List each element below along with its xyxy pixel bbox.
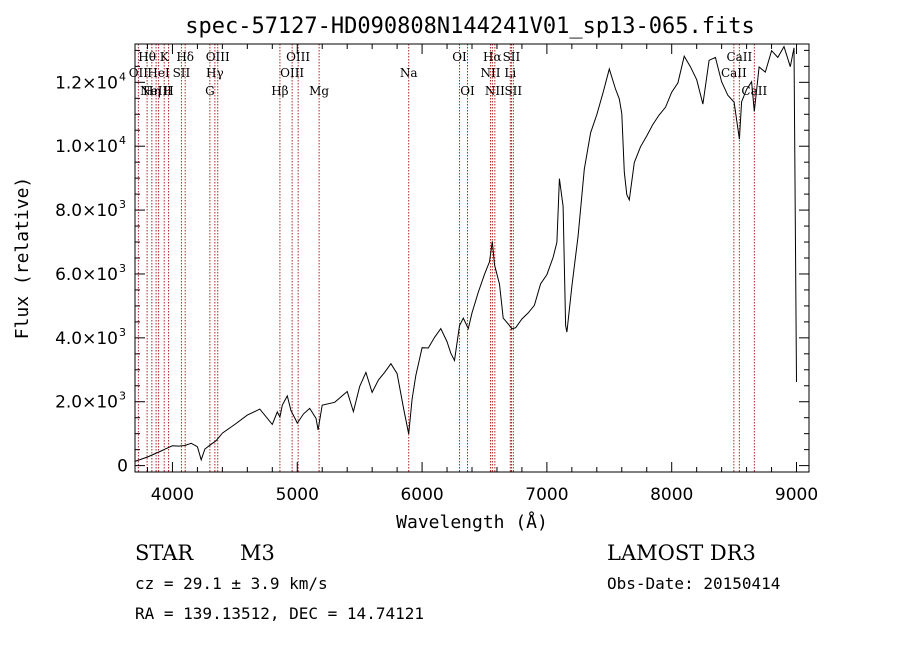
line-label-5: K bbox=[160, 50, 170, 64]
y-tick-exponent-1: 3 bbox=[119, 390, 126, 403]
redshift-cz: cz = 29.1 ± 3.9 km/s bbox=[135, 574, 328, 593]
y-tick-label-3: 6.0×10 bbox=[55, 265, 118, 285]
y-tick-label-6: 1.2×10 bbox=[55, 73, 118, 93]
line-label-27: CaII bbox=[741, 84, 767, 98]
line-label-0: OII bbox=[129, 66, 149, 80]
line-label-20: Hα bbox=[483, 50, 502, 64]
y-axis: 02.0×10 34.0×10 36.0×10 38.0×10 31.0×10 41.2×… bbox=[55, 49, 809, 477]
line-label-9: G bbox=[205, 84, 215, 98]
x-tick-label-3: 7000 bbox=[525, 485, 568, 505]
y-tick-label-2: 4.0×10 bbox=[55, 329, 118, 349]
line-label-6: H bbox=[163, 84, 173, 98]
observation-date: Obs-Date: 20150414 bbox=[607, 574, 780, 593]
line-label-7: SII bbox=[173, 66, 191, 80]
line-label-12: Hβ bbox=[271, 84, 288, 98]
y-tick-exponent-4: 3 bbox=[119, 198, 126, 211]
line-label-8: Hδ bbox=[176, 50, 194, 64]
line-label-15: Mg bbox=[309, 84, 329, 98]
line-label-10: Hγ bbox=[206, 66, 224, 80]
line-label-21: NII bbox=[485, 84, 505, 98]
line-label-11: OIII bbox=[206, 50, 230, 64]
line-label-22: Li bbox=[504, 66, 516, 80]
y-tick-exponent-6: 4 bbox=[119, 70, 126, 83]
y-tick-exponent-2: 3 bbox=[119, 326, 126, 339]
line-label-13: OIII bbox=[280, 66, 304, 80]
spectrum-line bbox=[134, 45, 797, 462]
line-label-18: OI bbox=[460, 84, 475, 98]
line-labels: OIIHθHηNeIIIHeIKHSIIHδGHγOIIIHβOIIIOIIIM… bbox=[129, 50, 768, 98]
line-label-25: CaII bbox=[721, 66, 747, 80]
line-label-1: Hθ bbox=[138, 50, 156, 64]
line-label-3: NeIII bbox=[140, 84, 172, 98]
y-tick-label-1: 2.0×10 bbox=[55, 393, 118, 413]
line-label-19: NII bbox=[480, 66, 500, 80]
survey-name: LAMOST DR3 bbox=[607, 541, 756, 565]
x-tick-label-2: 6000 bbox=[400, 485, 443, 505]
y-tick-label-4: 8.0×10 bbox=[55, 201, 118, 221]
line-label-26: CaII bbox=[726, 50, 752, 64]
line-markers bbox=[137, 44, 755, 472]
line-label-17: OI bbox=[452, 50, 467, 64]
x-tick-label-0: 4000 bbox=[151, 485, 194, 505]
y-tick-exponent-5: 4 bbox=[119, 134, 126, 147]
y-tick-label-0: 0 bbox=[117, 457, 128, 477]
line-label-23: SII bbox=[503, 50, 521, 64]
chart-title: spec-57127-HD090808N144241V01_sp13-065.f… bbox=[185, 14, 755, 39]
x-tick-label-4: 8000 bbox=[650, 485, 693, 505]
line-label-2: Hη bbox=[143, 84, 161, 98]
y-tick-label-5: 1.0×10 bbox=[55, 137, 118, 157]
y-tick-exponent-3: 3 bbox=[119, 262, 126, 275]
line-label-24: SII bbox=[504, 84, 522, 98]
x-axis: 4000 5000 6000 7000 8000 9000 bbox=[146, 44, 818, 505]
line-label-14: OIII bbox=[286, 50, 310, 64]
object-subclass: M3 bbox=[240, 541, 275, 565]
y-axis-label: Flux (relative) bbox=[12, 177, 33, 340]
plot-frame bbox=[134, 43, 810, 473]
x-tick-label-1: 5000 bbox=[276, 485, 319, 505]
object-class: STAR bbox=[135, 541, 194, 565]
line-label-4: HeI bbox=[147, 66, 170, 80]
line-label-16: Na bbox=[400, 66, 418, 80]
sky-coordinates: RA = 139.13512, DEC = 14.74121 bbox=[135, 604, 424, 623]
x-tick-label-5: 9000 bbox=[775, 485, 818, 505]
x-axis-label: Wavelength (Å) bbox=[396, 511, 548, 533]
